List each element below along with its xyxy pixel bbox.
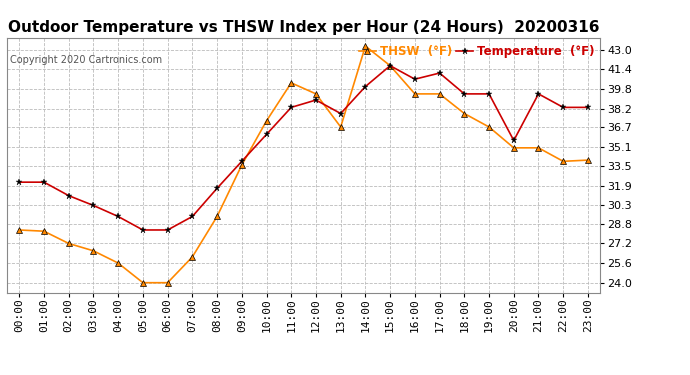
Temperature  (°F)	[534, 92, 542, 96]
THSW  (°F)	[510, 146, 518, 150]
Temperature  (°F)	[460, 92, 469, 96]
Line: THSW  (°F): THSW (°F)	[17, 43, 591, 285]
Title: Outdoor Temperature vs THSW Index per Hour (24 Hours)  20200316: Outdoor Temperature vs THSW Index per Ho…	[8, 20, 600, 35]
Temperature  (°F)	[362, 84, 370, 89]
THSW  (°F)	[362, 44, 370, 48]
THSW  (°F)	[40, 229, 48, 234]
THSW  (°F)	[534, 146, 542, 150]
THSW  (°F)	[559, 159, 567, 164]
THSW  (°F)	[262, 118, 270, 123]
THSW  (°F)	[188, 255, 197, 259]
Temperature  (°F)	[15, 180, 23, 184]
Temperature  (°F)	[337, 111, 345, 116]
Temperature  (°F)	[213, 186, 221, 190]
THSW  (°F)	[287, 81, 295, 85]
Temperature  (°F)	[411, 77, 419, 81]
Temperature  (°F)	[139, 228, 147, 232]
THSW  (°F)	[386, 63, 394, 68]
Temperature  (°F)	[40, 180, 48, 184]
Temperature  (°F)	[435, 71, 444, 75]
THSW  (°F)	[584, 158, 592, 162]
THSW  (°F)	[139, 280, 147, 285]
THSW  (°F)	[15, 228, 23, 232]
Temperature  (°F)	[164, 228, 172, 232]
Temperature  (°F)	[386, 63, 394, 68]
Line: Temperature  (°F): Temperature (°F)	[16, 62, 591, 234]
Temperature  (°F)	[287, 105, 295, 110]
THSW  (°F)	[411, 92, 419, 96]
THSW  (°F)	[114, 261, 122, 266]
Temperature  (°F)	[114, 214, 122, 219]
Temperature  (°F)	[510, 138, 518, 143]
Temperature  (°F)	[559, 105, 567, 110]
Temperature  (°F)	[485, 92, 493, 96]
Legend: THSW  (°F), Temperature  (°F): THSW (°F), Temperature (°F)	[359, 45, 594, 58]
THSW  (°F)	[435, 92, 444, 96]
THSW  (°F)	[312, 92, 320, 96]
Temperature  (°F)	[237, 159, 246, 164]
Temperature  (°F)	[262, 132, 270, 136]
THSW  (°F)	[213, 214, 221, 219]
THSW  (°F)	[89, 249, 97, 253]
THSW  (°F)	[164, 280, 172, 285]
Text: Copyright 2020 Cartronics.com: Copyright 2020 Cartronics.com	[10, 56, 162, 65]
Temperature  (°F)	[584, 105, 592, 110]
THSW  (°F)	[337, 125, 345, 129]
THSW  (°F)	[237, 163, 246, 167]
THSW  (°F)	[65, 241, 73, 246]
Temperature  (°F)	[65, 194, 73, 198]
Temperature  (°F)	[89, 203, 97, 208]
Temperature  (°F)	[188, 214, 197, 219]
THSW  (°F)	[485, 125, 493, 129]
THSW  (°F)	[460, 111, 469, 116]
Temperature  (°F)	[312, 98, 320, 102]
